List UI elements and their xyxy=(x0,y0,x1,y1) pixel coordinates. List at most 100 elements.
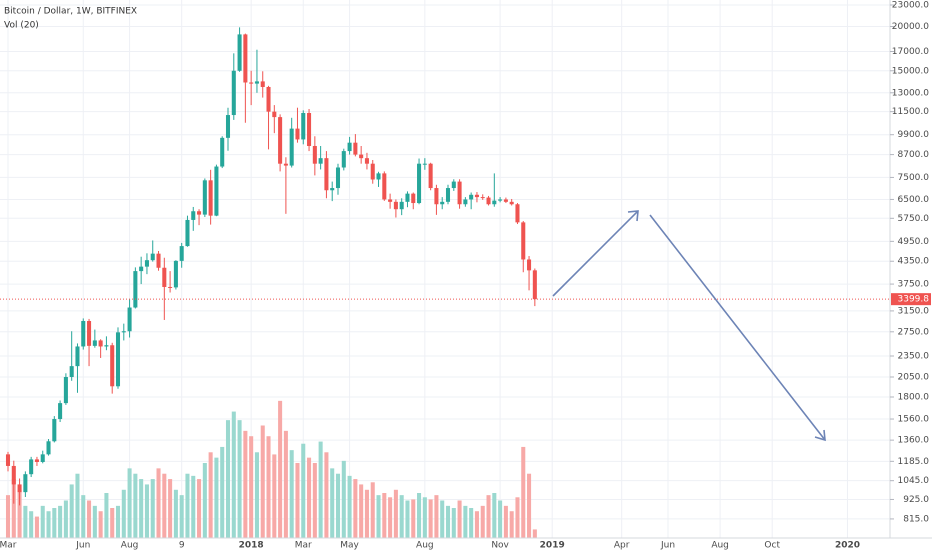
candle-body xyxy=(144,260,149,267)
volume-bar xyxy=(393,489,398,538)
volume-bar xyxy=(440,500,445,538)
volume-bar xyxy=(312,463,317,538)
candle-body xyxy=(11,465,16,485)
volume-legend: Vol (20) xyxy=(4,21,39,31)
volume-bar xyxy=(347,475,352,538)
candle-body xyxy=(532,270,537,300)
candle-body xyxy=(110,345,115,387)
y-tick-label: 4950.0 xyxy=(898,237,930,247)
candle-body xyxy=(127,307,132,332)
candle-body xyxy=(185,219,190,247)
last-price-box xyxy=(891,293,931,306)
candle-body xyxy=(104,345,109,347)
volume-bar xyxy=(173,489,178,538)
candle-body xyxy=(364,158,369,164)
candle-body xyxy=(498,199,503,201)
x-tick-label: Oct xyxy=(764,541,780,550)
last-price-label: 3399.8 xyxy=(898,295,930,305)
candle-layer xyxy=(5,27,537,506)
volume-bar xyxy=(5,495,11,538)
y-tick-label: 8700.0 xyxy=(898,150,930,160)
candle-body xyxy=(34,459,39,462)
volume-bar xyxy=(214,457,219,538)
volume-bar xyxy=(115,505,121,538)
x-tick-label: Apr xyxy=(614,541,630,550)
candle-body xyxy=(98,340,103,347)
candle-body xyxy=(231,70,236,116)
volume-bar xyxy=(428,499,433,538)
volume-bar xyxy=(318,441,323,538)
candle-body xyxy=(312,145,317,164)
candle-body xyxy=(23,474,28,493)
x-tick-label: Aug xyxy=(711,541,729,550)
arrow-down-head xyxy=(814,429,826,442)
volume-bar xyxy=(382,493,387,538)
volume-bar xyxy=(208,452,213,538)
x-tick-label: May xyxy=(340,541,359,550)
volume-bar xyxy=(220,446,225,538)
candle-body xyxy=(225,115,231,138)
volume-bar xyxy=(133,473,138,538)
x-tick-label: Nov xyxy=(491,541,509,550)
volume-bar xyxy=(162,473,167,538)
x-tick-label: Aug xyxy=(121,541,139,550)
volume-bar xyxy=(324,452,329,538)
candle-body xyxy=(405,193,410,202)
candle-body xyxy=(266,86,271,112)
volume-bar xyxy=(474,511,479,538)
candle-body xyxy=(428,163,433,189)
volume-bar xyxy=(243,430,248,538)
volume-bar xyxy=(121,489,126,538)
candle-body xyxy=(440,201,445,205)
volume-bar xyxy=(451,508,456,538)
candle-body xyxy=(17,484,22,493)
candle-body xyxy=(63,377,68,404)
x-tick-label: Jun xyxy=(660,541,675,550)
candle-body xyxy=(139,266,144,272)
volume-bar xyxy=(144,484,149,538)
candle-body xyxy=(353,142,358,155)
candle-body xyxy=(173,260,178,288)
volume-bar xyxy=(353,479,358,538)
candle-body xyxy=(382,173,387,200)
candle-body xyxy=(197,211,202,215)
volume-bar xyxy=(515,497,520,538)
volume-bar xyxy=(370,482,375,538)
candle-body xyxy=(492,200,497,205)
arrow-down xyxy=(649,214,826,441)
volume-bar xyxy=(527,473,532,538)
candle-body xyxy=(58,403,63,420)
y-tick-label: 1185.0 xyxy=(898,457,930,467)
candle-body xyxy=(208,180,213,216)
y-tick-label: 11500.0 xyxy=(892,107,929,117)
candle-body xyxy=(191,211,196,220)
arrow-up-head xyxy=(627,210,639,222)
volume-bar xyxy=(92,505,97,538)
volume-bar xyxy=(521,446,526,538)
volume-bar xyxy=(254,452,259,538)
candle-body xyxy=(509,201,514,205)
candle-body xyxy=(40,454,45,462)
candle-body xyxy=(503,199,508,202)
volume-bar xyxy=(197,479,202,538)
volume-bar xyxy=(341,460,346,538)
candle-body xyxy=(46,441,51,455)
candle-body xyxy=(324,158,329,191)
candle-body xyxy=(318,158,323,164)
volume-bar xyxy=(411,499,416,538)
volume-bar xyxy=(469,508,474,538)
x-tick-label: 9 xyxy=(179,541,185,550)
volume-bar xyxy=(127,468,132,538)
candle-body xyxy=(445,188,451,202)
y-tick-label: 7500.0 xyxy=(898,173,930,183)
volume-bar xyxy=(139,479,144,538)
candle-body xyxy=(289,128,294,166)
candle-body xyxy=(121,331,126,333)
candle-body xyxy=(202,180,207,215)
candle-body xyxy=(474,194,479,198)
volume-bar xyxy=(17,489,22,538)
volume-bar xyxy=(98,511,103,538)
volume-layer xyxy=(5,400,537,538)
